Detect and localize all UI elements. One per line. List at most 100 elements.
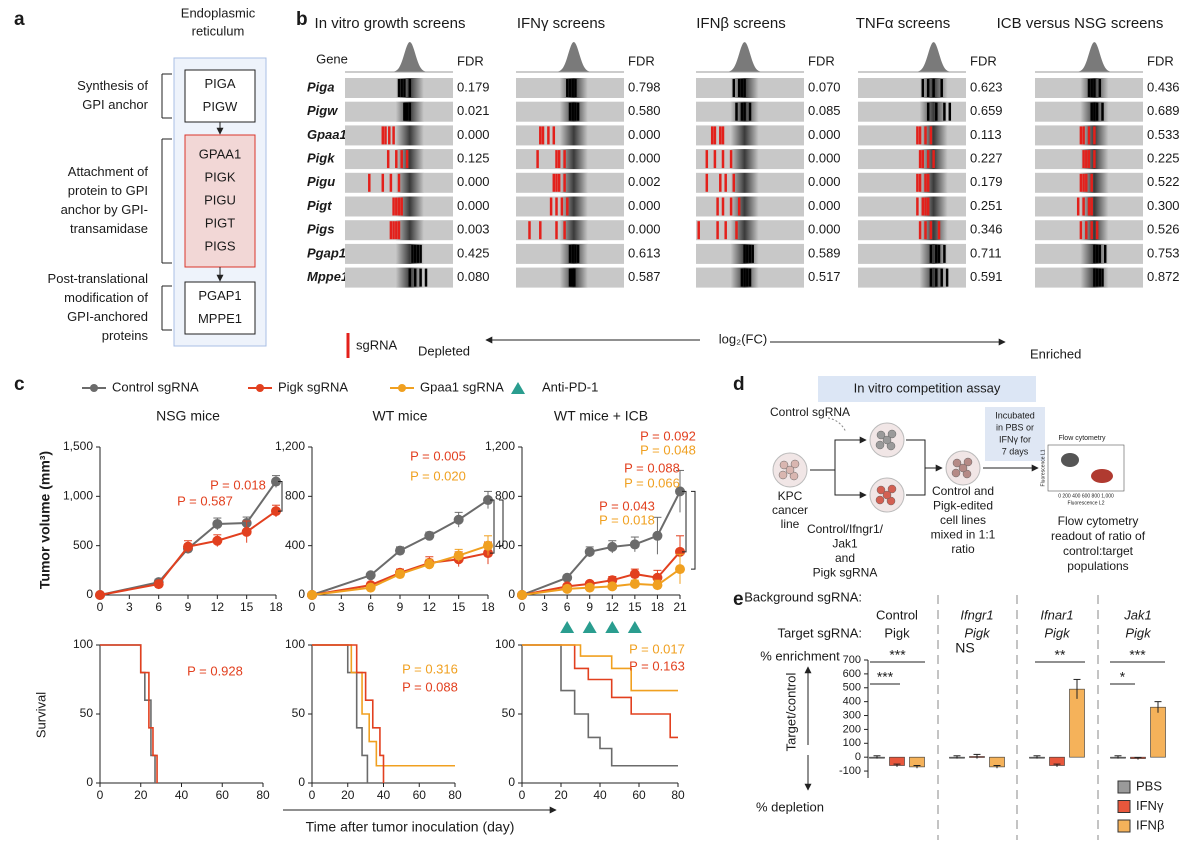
fdr-value: 0.711 bbox=[970, 245, 1002, 260]
label: and bbox=[835, 551, 855, 565]
gene-name: PIGS bbox=[204, 238, 235, 253]
label: Incubated bbox=[995, 410, 1035, 420]
y-tick-label: 1,200 bbox=[275, 439, 305, 453]
density-band bbox=[730, 172, 759, 193]
flow-population bbox=[1091, 469, 1113, 483]
distribution bbox=[1035, 42, 1143, 72]
arrow bbox=[810, 436, 867, 471]
gene-name: PIGK bbox=[204, 169, 235, 184]
er-header: Endoplasmic bbox=[181, 5, 256, 20]
sig-label: NS bbox=[955, 640, 974, 656]
fdr-value: 0.000 bbox=[628, 198, 661, 213]
y-tick-label: 1,500 bbox=[63, 439, 93, 453]
label: 7 days bbox=[1002, 446, 1029, 456]
density-band bbox=[395, 172, 424, 193]
p-value: P = 0.316 bbox=[402, 661, 458, 676]
chart-title: WT mice + ICB bbox=[554, 408, 648, 424]
y-tick-label: -100 bbox=[839, 765, 861, 777]
point bbox=[584, 546, 595, 557]
chart-title: WT mice bbox=[373, 408, 428, 424]
bar bbox=[1150, 706, 1166, 758]
step-label: Attachment of bbox=[68, 164, 149, 179]
arrow bbox=[834, 470, 867, 499]
y-tick-label: 0 bbox=[298, 775, 305, 789]
x-tick-label: 18 bbox=[651, 600, 665, 614]
point bbox=[307, 590, 317, 600]
x-tick-label: 20 bbox=[134, 788, 148, 802]
point bbox=[424, 559, 435, 570]
arrow bbox=[906, 439, 943, 472]
fdr-value: 0.085 bbox=[808, 103, 841, 118]
x-tick-label: 3 bbox=[126, 600, 133, 614]
x-tick-label: 60 bbox=[632, 788, 646, 802]
survival-curve bbox=[100, 644, 156, 783]
er-header: reticulum bbox=[192, 23, 245, 38]
x-tick-label: 15 bbox=[628, 600, 642, 614]
density-band bbox=[919, 125, 948, 146]
point bbox=[629, 578, 640, 589]
x-tick-label: 6 bbox=[155, 600, 162, 614]
fdr-value: 0.522 bbox=[1147, 174, 1180, 189]
x-tick-label: 12 bbox=[211, 600, 225, 614]
point bbox=[365, 582, 376, 593]
y-tick-label: 400 bbox=[285, 538, 305, 552]
y-tick-label: 800 bbox=[495, 489, 515, 503]
fdr-value: 0.000 bbox=[628, 151, 661, 166]
y-tick-label: 0 bbox=[86, 587, 93, 601]
survival-curve bbox=[522, 644, 678, 767]
step-label: proteins bbox=[102, 328, 149, 343]
x-tick-label: 60 bbox=[413, 788, 427, 802]
point bbox=[453, 550, 464, 561]
treatment-marker bbox=[627, 621, 642, 633]
fdr-value: 0.517 bbox=[808, 269, 841, 284]
treatment-marker bbox=[582, 621, 597, 633]
y-axis-label: Tumor volume (mm³) bbox=[37, 451, 53, 589]
fdr-value: 0.346 bbox=[970, 222, 1003, 237]
x-tick-label: 0 bbox=[519, 600, 526, 614]
step-label: Post-translational bbox=[48, 271, 149, 286]
step-label: anchor by GPI- bbox=[61, 202, 148, 217]
label: Pigk-edited bbox=[933, 499, 993, 513]
fdr-value: 0.300 bbox=[1147, 198, 1180, 213]
fdr-value: 0.425 bbox=[457, 245, 490, 260]
density-band bbox=[730, 125, 759, 146]
axis-label: log₂(FC) bbox=[719, 331, 767, 346]
fdr-header: FDR bbox=[457, 53, 484, 68]
cell bbox=[886, 441, 896, 451]
p-value: P = 0.066 bbox=[624, 475, 680, 490]
x-tick-label: 18 bbox=[269, 600, 283, 614]
fdr-value: 0.000 bbox=[808, 127, 841, 142]
fdr-value: 0.080 bbox=[457, 269, 490, 284]
density-band bbox=[730, 196, 759, 217]
point bbox=[607, 541, 618, 552]
legend-marker bbox=[90, 384, 98, 392]
gene-name: PIGW bbox=[203, 99, 238, 114]
cell bbox=[887, 429, 897, 439]
fdr-value: 0.070 bbox=[808, 79, 841, 94]
series-line bbox=[99, 510, 277, 596]
label: % enrichment bbox=[760, 648, 840, 663]
screen-title: IFNβ screens bbox=[696, 15, 785, 32]
label: % depletion bbox=[756, 799, 824, 814]
point bbox=[562, 572, 573, 583]
gene-header: Gene bbox=[316, 51, 348, 66]
fdr-value: 0.000 bbox=[808, 151, 841, 166]
group-label: Pigk bbox=[964, 625, 991, 640]
strip bbox=[858, 172, 966, 193]
legend-marker bbox=[256, 384, 264, 392]
step-box bbox=[184, 69, 256, 123]
label: 0 200 400 600 800 1,000 bbox=[1058, 493, 1114, 499]
series-line bbox=[311, 544, 489, 596]
fdr-value: 0.689 bbox=[1147, 103, 1180, 118]
point bbox=[271, 476, 281, 487]
y-axis-label: Target/control bbox=[783, 673, 798, 752]
x-tick-label: 21 bbox=[673, 600, 687, 614]
gene-label: Pgap1 bbox=[307, 245, 346, 260]
x-tick-label: 3 bbox=[338, 600, 345, 614]
bracket bbox=[490, 499, 495, 554]
y-tick-label: 100 bbox=[495, 637, 515, 651]
cell bbox=[882, 435, 892, 445]
y-tick-label: 400 bbox=[843, 696, 861, 708]
cell bbox=[875, 440, 885, 450]
survival-curve bbox=[522, 644, 678, 692]
